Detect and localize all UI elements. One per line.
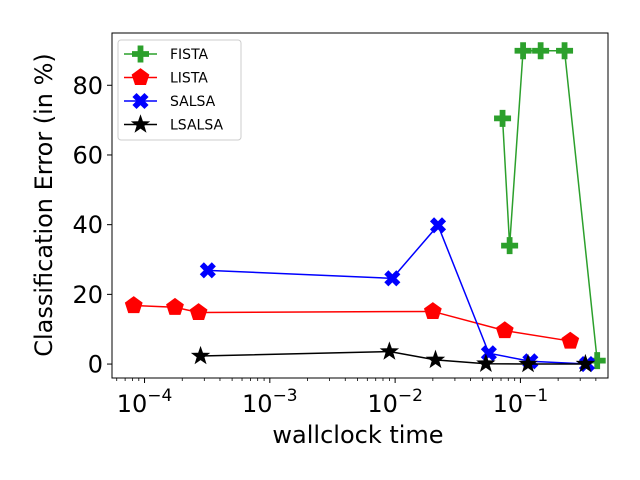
data-point-fista-5 [588, 352, 606, 370]
data-point-lista-1 [166, 297, 184, 315]
legend-marker-fista [132, 45, 149, 63]
data-point-lista-4 [495, 321, 514, 339]
series-line-salsa [207, 223, 588, 365]
x-tick-label: 10−3 [242, 386, 298, 418]
legend-marker-lsalsa [130, 114, 151, 133]
y-tick-label: 20 [72, 281, 103, 309]
legend-item-lista: LISTA [124, 68, 208, 87]
legend-label: LISTA [170, 71, 208, 87]
legend-item-fista: FISTA [124, 45, 209, 63]
data-point-lista-3 [423, 302, 442, 319]
legend-item-salsa: SALSA [124, 92, 216, 110]
legend-label: LSALSA [170, 118, 223, 134]
ticks-layer: 0 20 40 60 80 10−4 10−3 10−2 10−1 [72, 72, 597, 418]
data-point-lsalsa-0 [190, 345, 211, 365]
data-point-lsalsa-2 [425, 349, 446, 369]
x-axis-label: wallclock time [272, 421, 443, 449]
data-point-lsalsa-4 [518, 353, 538, 373]
legend-label: SALSA [170, 94, 216, 110]
data-point-salsa-0 [199, 262, 216, 279]
legend-box [117, 39, 242, 141]
x-tick-label: 10−2 [367, 386, 423, 418]
plot-frame [111, 32, 609, 379]
data-point-lista-2 [189, 303, 208, 321]
series-lista [124, 296, 580, 349]
x-tick-label: 10−4 [117, 386, 173, 418]
legend: FISTA LISTA SALSA LSALSA [117, 39, 242, 141]
data-point-lista-0 [124, 296, 143, 314]
x-tick-label: 10−1 [493, 386, 549, 418]
legend-marker-lista [131, 68, 150, 86]
data-point-lsalsa-5 [575, 353, 596, 373]
series-line-lsalsa [200, 350, 586, 365]
data-point-salsa-3 [480, 345, 497, 362]
data-point-lista-5 [561, 331, 580, 349]
data-point-fista-4 [556, 42, 574, 60]
data-point-salsa-1 [384, 270, 401, 287]
series-fista [494, 42, 606, 370]
y-tick-label: 0 [88, 351, 103, 379]
data-point-fista-2 [514, 42, 532, 60]
y-tick-label: 60 [72, 141, 103, 169]
y-tick-label: 40 [72, 211, 103, 239]
series-layer [124, 42, 606, 373]
data-point-fista-3 [532, 42, 550, 60]
y-axis-label: Classification Error (in %) [30, 53, 58, 357]
series-lsalsa [190, 341, 596, 373]
legend-marker-salsa [132, 92, 149, 110]
legend-label: FISTA [170, 47, 209, 63]
data-point-lsalsa-3 [476, 353, 496, 372]
legend-item-lsalsa: LSALSA [124, 114, 223, 134]
series-line-fista [501, 50, 598, 361]
data-point-fista-0 [494, 109, 512, 127]
y-tick-label: 80 [72, 72, 103, 100]
data-point-salsa-2 [429, 217, 447, 234]
data-point-fista-1 [501, 237, 519, 255]
data-point-lsalsa-1 [379, 341, 400, 360]
